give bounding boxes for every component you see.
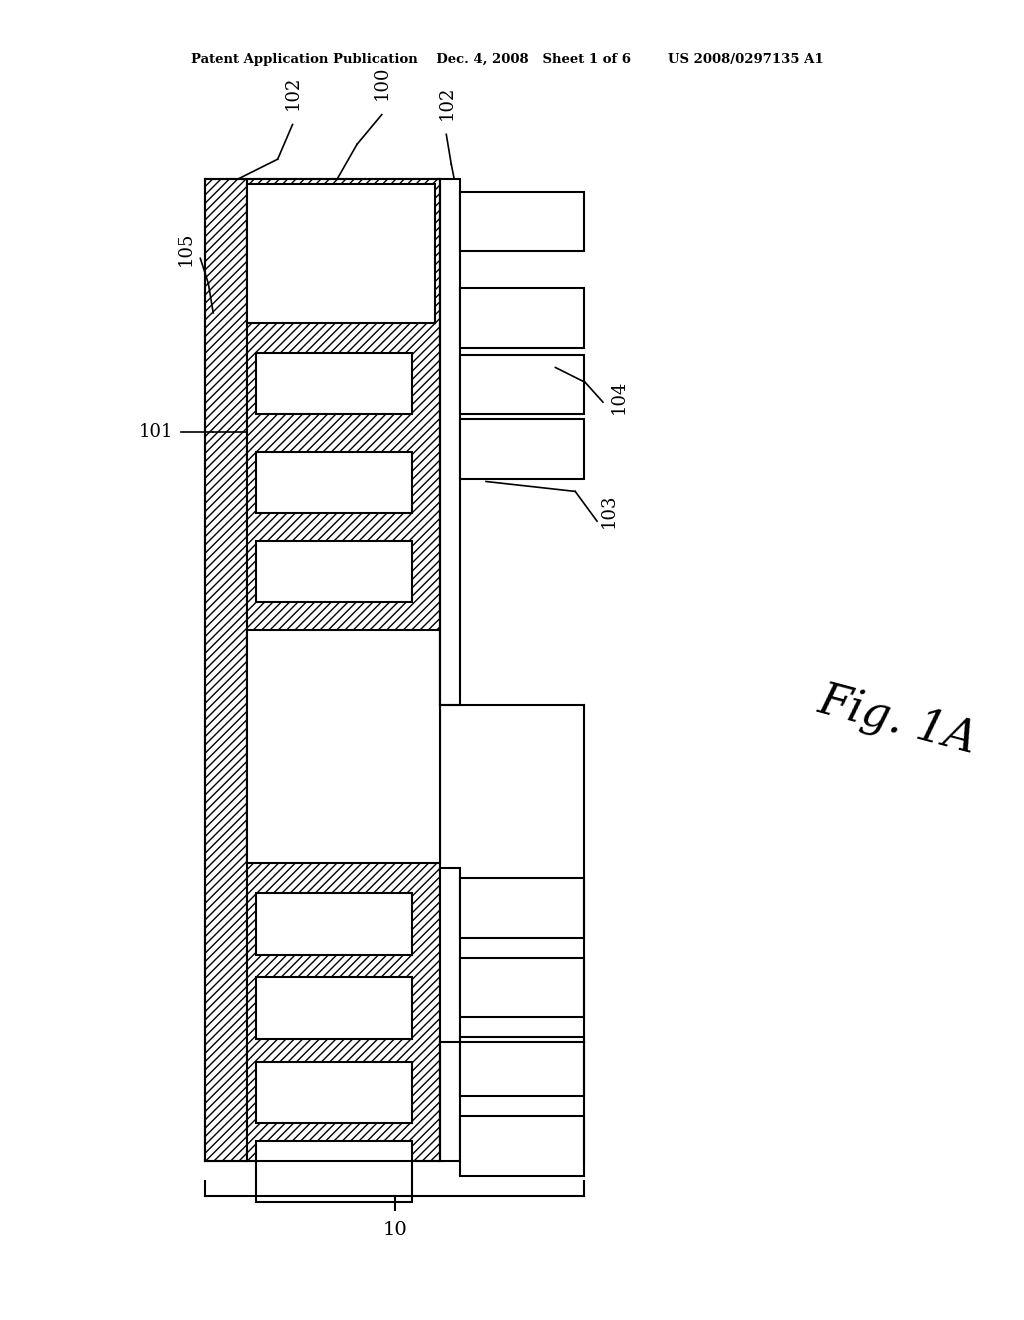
Text: 100: 100 [373,65,391,100]
Bar [460,957,584,1016]
Text: Patent Application Publication    Dec. 4, 2008   Sheet 1 of 6        US 2008/029: Patent Application Publication Dec. 4, 2… [191,54,824,66]
Bar [256,1061,412,1123]
Bar [460,878,584,937]
Bar [256,977,412,1039]
Text: 105: 105 [176,231,195,265]
Bar [247,180,440,1160]
Bar [247,630,440,863]
Text: 104: 104 [610,380,628,414]
Text: Fig. 1A: Fig. 1A [813,677,981,762]
Bar [460,1117,584,1176]
Bar [256,451,412,513]
Bar [440,869,460,1160]
Text: 102: 102 [284,75,301,110]
Bar [440,180,460,705]
Text: 10: 10 [382,1221,408,1239]
Bar [256,894,412,954]
Bar [256,541,412,602]
Bar [247,183,435,323]
Bar [256,352,412,414]
Bar [460,1038,584,1097]
Text: 103: 103 [600,494,618,528]
Text: 101: 101 [139,422,173,441]
Bar [205,180,247,1160]
Text: 102: 102 [437,84,456,120]
Bar [460,355,584,414]
Bar [460,288,584,347]
Bar [256,1140,412,1203]
Bar [460,191,584,251]
Bar [460,418,584,479]
